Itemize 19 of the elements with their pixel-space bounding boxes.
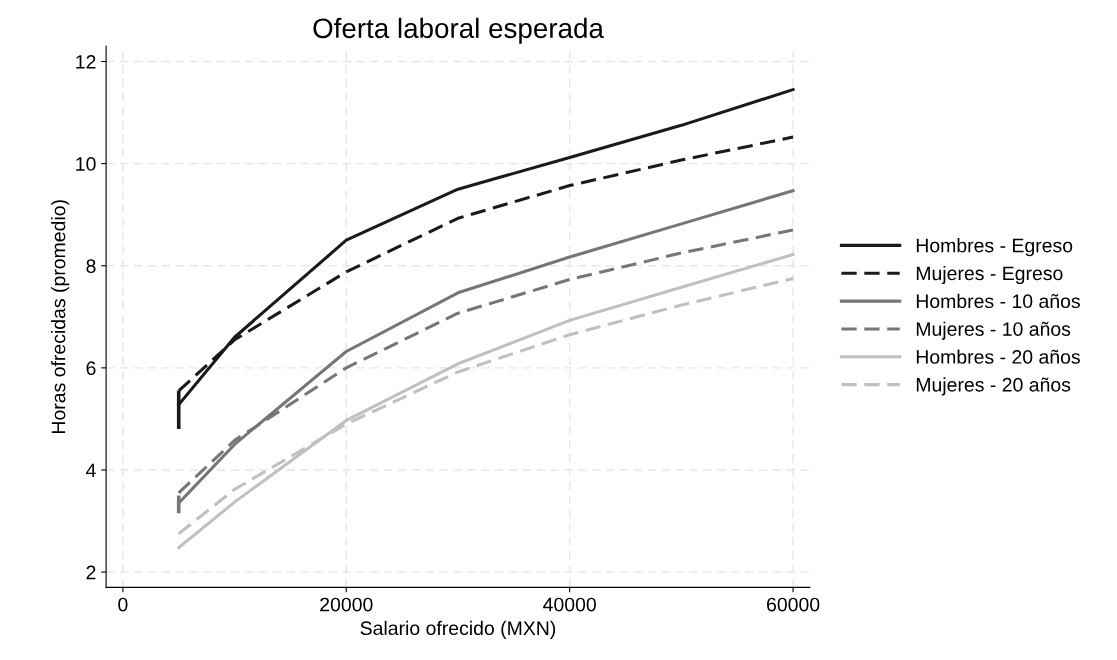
y-tick-label: 6 bbox=[86, 361, 96, 376]
y-tick-label: 2 bbox=[86, 565, 96, 580]
y-tick-label: 8 bbox=[86, 259, 96, 273]
y-tick-label: 12 bbox=[76, 54, 96, 69]
y-tick-label: 4 bbox=[86, 463, 96, 478]
x-tick-label: 60000 bbox=[767, 597, 820, 612]
y-axis-title: Horas ofrecidas (promedio) bbox=[51, 200, 70, 433]
legend-label: Mujeres - 20 años bbox=[916, 377, 1071, 396]
legend-label: Mujeres - 10 años bbox=[916, 321, 1071, 340]
x-tick-label: 40000 bbox=[543, 597, 596, 612]
legend-label: Hombres - 10 años bbox=[916, 293, 1080, 309]
legend-label: Mujeres - Egreso bbox=[916, 265, 1063, 285]
x-axis-title: Salario ofrecido (MXN) bbox=[360, 620, 556, 639]
legend-label: Hombres - 20 años bbox=[916, 349, 1080, 364]
chart-title: Oferta laboral esperada bbox=[313, 17, 604, 44]
x-tick-label: 0 bbox=[118, 597, 128, 612]
legend-label: Hombres - Egreso bbox=[916, 238, 1073, 257]
y-tick-label: 10 bbox=[76, 157, 96, 171]
x-tick-label: 20000 bbox=[320, 597, 373, 612]
